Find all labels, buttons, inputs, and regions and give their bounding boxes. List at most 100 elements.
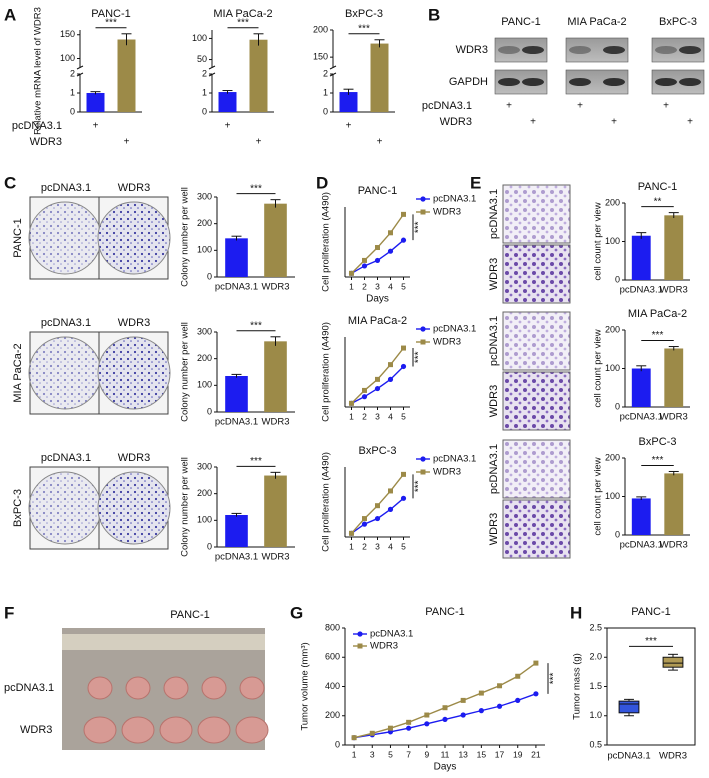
series-line xyxy=(351,365,404,404)
chart-title: BxPC-3 xyxy=(359,445,397,457)
y-tick-label: 1 xyxy=(202,87,207,97)
x-tick-label: 3 xyxy=(375,281,380,291)
y-tick-label: 150 xyxy=(60,29,75,39)
marker xyxy=(533,660,539,666)
x-axis-label: Days xyxy=(366,294,389,305)
chart-title: MIA PaCa-2 xyxy=(348,315,407,327)
bar xyxy=(264,341,287,412)
x-tick-label: 2 xyxy=(362,281,367,291)
row-label: WDR3 xyxy=(30,136,62,148)
row-label: BxPC-3 xyxy=(12,489,24,527)
band xyxy=(569,46,591,54)
significance: *** xyxy=(414,480,425,492)
significance: *** xyxy=(250,183,262,194)
x-tick-label: 1 xyxy=(352,749,357,759)
band xyxy=(655,46,677,54)
marker xyxy=(400,495,407,501)
row-label: pcDNA3.1 xyxy=(4,682,54,694)
x-tick-label: 5 xyxy=(401,281,406,291)
legend-marker xyxy=(420,196,426,202)
dish xyxy=(28,201,102,275)
legend-marker xyxy=(420,326,426,332)
y-axis-label: Colony number per well xyxy=(180,322,191,422)
marker xyxy=(349,270,354,276)
y-tick-label: 0 xyxy=(207,541,212,551)
tumor xyxy=(201,676,227,700)
bar xyxy=(225,238,248,277)
legend-marker xyxy=(420,456,426,462)
bar xyxy=(225,515,248,547)
marker xyxy=(478,708,484,714)
chart-title: MIA PaCa-2 xyxy=(628,308,687,320)
plus: + xyxy=(530,117,536,128)
marker xyxy=(375,376,380,382)
treatment-label: pcDNA3.1 xyxy=(422,100,472,112)
y-axis-label: Cell proliferation (A490) xyxy=(321,192,332,292)
blot-row-label: GAPDH xyxy=(449,76,488,88)
row-label: WDR3 xyxy=(488,258,500,290)
plus: + xyxy=(124,137,130,148)
marker xyxy=(460,712,466,718)
x-axis-label: Days xyxy=(434,762,457,773)
column-label: WDR3 xyxy=(118,317,150,329)
x-tick-label: WDR3 xyxy=(262,552,290,563)
row-label: pcDNA3.1 xyxy=(488,316,500,366)
x-tick-label: pcDNA3.1 xyxy=(215,282,258,293)
band xyxy=(498,46,520,54)
chart-title: BxPC-3 xyxy=(639,436,677,448)
row-label: WDR3 xyxy=(20,724,52,736)
x-tick-label: 4 xyxy=(388,411,393,421)
y-tick-label: 100 xyxy=(60,53,75,63)
dish xyxy=(28,471,102,545)
plus: + xyxy=(256,137,262,148)
panel-letter: B xyxy=(428,5,440,24)
y-tick-label: 150 xyxy=(313,52,328,62)
marker xyxy=(442,705,448,711)
y-tick-label: 1.5 xyxy=(589,681,602,691)
tumor xyxy=(125,676,151,700)
legend-label: WDR3 xyxy=(370,641,398,652)
band xyxy=(679,46,701,54)
marker xyxy=(387,248,394,254)
plus: + xyxy=(93,121,99,132)
y-axis-label: Colony number per well xyxy=(180,187,191,287)
band xyxy=(522,46,544,54)
significance: *** xyxy=(358,23,370,34)
x-tick-label: 5 xyxy=(388,749,393,759)
x-tick-label: 1 xyxy=(349,411,354,421)
x-tick-label: 15 xyxy=(477,749,487,759)
significance: ** xyxy=(654,196,662,207)
x-tick-label: 1 xyxy=(349,281,354,291)
y-tick-label: 1.0 xyxy=(589,710,602,720)
marker xyxy=(406,725,412,731)
x-tick-label: 11 xyxy=(441,749,450,759)
tumor xyxy=(197,716,231,744)
marker xyxy=(496,703,503,709)
x-tick-label: 21 xyxy=(531,749,541,759)
y-axis-label: Relative mRNA level of WDR3 xyxy=(33,7,44,135)
transwell-image xyxy=(502,371,571,431)
marker xyxy=(362,387,367,393)
x-tick-label: 17 xyxy=(495,749,505,759)
bar xyxy=(664,215,684,280)
x-tick-label: WDR3 xyxy=(660,285,688,296)
row-label: MIA PaCa-2 xyxy=(12,343,24,402)
marker xyxy=(387,376,394,382)
series-line xyxy=(353,662,537,739)
marker xyxy=(442,716,448,723)
marker xyxy=(374,515,381,522)
y-tick-label: 50 xyxy=(197,54,207,64)
bar xyxy=(218,92,237,112)
y-tick-label: 0 xyxy=(70,106,75,116)
y-tick-label: 100 xyxy=(605,236,620,246)
y-tick-label: 200 xyxy=(325,710,340,720)
tumor xyxy=(83,716,117,744)
significance: *** xyxy=(237,17,249,28)
x-tick-label: WDR3 xyxy=(262,417,290,428)
x-tick-label: pcDNA3.1 xyxy=(215,417,258,428)
dish xyxy=(97,201,171,275)
chart-title: PANC-1 xyxy=(358,185,398,197)
row-label: pcDNA3.1 xyxy=(12,120,62,132)
y-tick-label: 200 xyxy=(605,452,620,462)
y-tick-label: 2.0 xyxy=(589,652,602,662)
